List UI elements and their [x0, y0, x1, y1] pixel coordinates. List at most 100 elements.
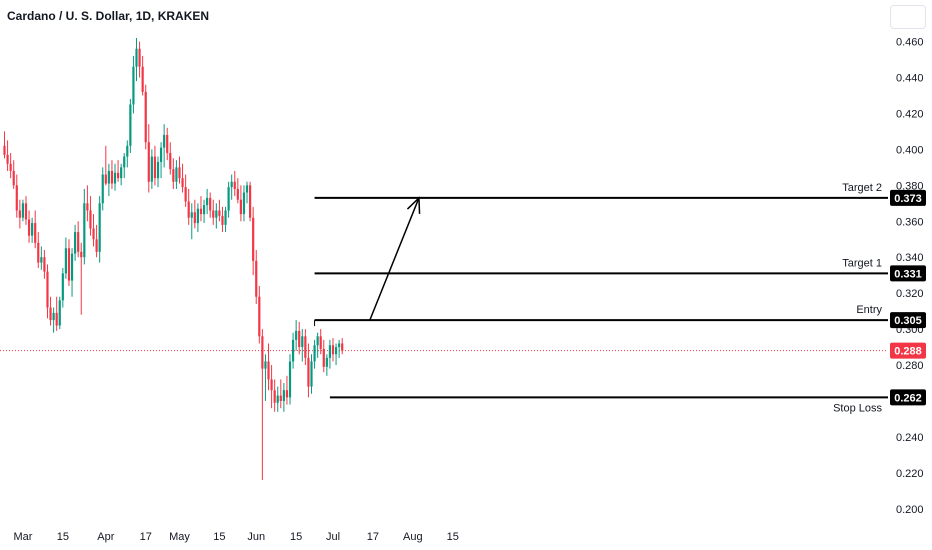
x-tick-label: Mar	[13, 531, 32, 543]
x-tick-label: Jun	[247, 531, 265, 543]
candle-body	[135, 48, 138, 67]
candle-body	[34, 223, 37, 243]
candle-body	[70, 253, 74, 281]
candle-body	[24, 203, 28, 220]
candle-body	[9, 163, 12, 171]
candle-body	[178, 167, 181, 179]
candle-body	[273, 390, 276, 403]
candle-body	[92, 228, 95, 240]
candle-body	[172, 169, 175, 182]
candle-body	[27, 219, 31, 236]
candle-body	[209, 197, 212, 211]
x-tick-label: Apr	[97, 531, 114, 543]
candle-body	[328, 345, 332, 358]
y-tick-label: 0.380	[896, 180, 924, 192]
candle-body	[279, 395, 282, 401]
candle-body	[249, 185, 252, 218]
candle-body	[138, 48, 141, 67]
candle-body	[40, 257, 43, 263]
candle-body	[67, 248, 71, 281]
candle-body	[316, 336, 319, 346]
x-tick-label: 15	[57, 531, 69, 543]
level-price-text: 0.331	[894, 268, 922, 280]
candles-layer	[3, 37, 344, 481]
x-tick-label: May	[169, 531, 190, 543]
candle-body	[144, 91, 147, 143]
y-tick-label: 0.360	[896, 216, 924, 228]
candle-body	[123, 156, 126, 168]
level-price-badge	[890, 389, 926, 406]
candle-body	[55, 312, 58, 326]
candle-body	[193, 212, 196, 224]
y-tick-label: 0.440	[896, 73, 924, 85]
candle-body	[282, 390, 285, 401]
candle-body	[12, 170, 15, 186]
candle-body	[221, 215, 224, 225]
candle-body	[313, 345, 316, 362]
x-tick-label: Aug	[403, 531, 423, 543]
y-tick-label: 0.320	[896, 288, 924, 300]
candle-body	[258, 296, 261, 337]
y-tick-label: 0.240	[896, 432, 924, 444]
candle-body	[86, 203, 89, 211]
candle-body	[15, 185, 18, 211]
level-price-text: 0.262	[894, 392, 922, 404]
candle-body	[187, 201, 190, 218]
candle-body	[236, 188, 239, 200]
candle-body	[276, 395, 279, 403]
target-arrow	[369, 197, 420, 321]
candle-body	[319, 336, 322, 349]
candle-body	[166, 135, 169, 153]
candle-body	[153, 156, 157, 179]
candle-body	[37, 242, 40, 263]
candle-body	[245, 185, 249, 193]
x-tick-label: Jul	[326, 531, 340, 543]
candle-body	[116, 172, 120, 179]
candle-body	[132, 66, 135, 105]
candle-body	[52, 312, 55, 321]
candle-body	[83, 203, 86, 258]
candle-body	[147, 142, 150, 182]
candle-body	[196, 208, 200, 224]
y-tick-label: 0.220	[896, 468, 924, 480]
level-name-label: Stop Loss	[833, 402, 882, 414]
candle-body	[21, 203, 25, 218]
candle-body	[107, 170, 110, 184]
candle-body	[334, 347, 338, 355]
candle-body	[61, 273, 64, 301]
candle-body	[341, 343, 344, 351]
candle-body	[181, 178, 184, 188]
x-tick-label: 15	[213, 531, 225, 543]
candle-body	[113, 172, 117, 184]
candle-body	[163, 135, 166, 148]
candle-body	[190, 212, 193, 218]
candle-body	[206, 197, 209, 206]
y-tick-label: 0.420	[896, 108, 924, 120]
candle-body	[291, 339, 295, 362]
candle-body	[46, 271, 49, 308]
overlay-layer: Target 2 Target 1 Entry Stop Loss	[314, 182, 888, 414]
candle-body	[338, 343, 341, 348]
level-name-label: Target 2	[842, 182, 882, 194]
level-name-label: Entry	[856, 304, 882, 316]
candle-body	[242, 192, 246, 215]
candle-body	[285, 390, 289, 398]
current-price-badge	[890, 342, 926, 359]
x-tick-label: 17	[140, 531, 152, 543]
candle-body	[98, 203, 101, 252]
candle-body	[31, 223, 34, 236]
candle-body	[255, 260, 258, 297]
candle-body	[322, 348, 325, 367]
candle-body	[325, 357, 328, 367]
candle-body	[288, 361, 292, 398]
candle-body	[80, 251, 83, 258]
candle-body	[18, 210, 21, 218]
candle-body	[301, 336, 304, 348]
candle-body	[252, 217, 255, 261]
target-arrow-head	[406, 196, 421, 214]
y-tick-label: 0.200	[896, 504, 924, 516]
toolbar-button[interactable]	[890, 5, 926, 29]
level-price-text: 0.305	[894, 315, 922, 327]
candle-body	[43, 257, 46, 272]
